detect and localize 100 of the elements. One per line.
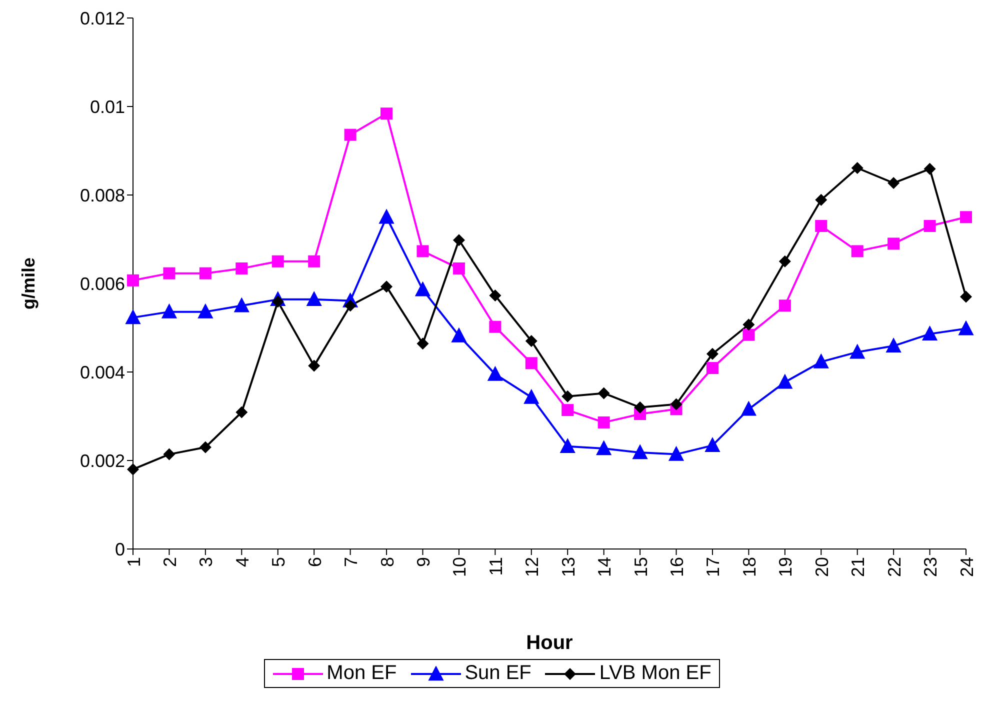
point [706, 348, 718, 360]
point [562, 390, 574, 402]
y-tick-label: 0.008 [80, 185, 125, 206]
x-tick-label: 22 [884, 557, 904, 578]
x-tick-label: 14 [594, 557, 615, 578]
point [668, 446, 684, 461]
point [163, 267, 176, 280]
point [525, 357, 538, 370]
point [414, 281, 431, 296]
point [236, 262, 248, 274]
point [236, 406, 248, 418]
point [416, 245, 429, 258]
x-tick-label: 23 [920, 557, 941, 578]
point [704, 437, 720, 452]
point [634, 401, 646, 414]
point [742, 328, 755, 341]
x-tick-label: 21 [848, 557, 868, 578]
point [886, 337, 902, 352]
point [125, 309, 141, 324]
point [272, 255, 284, 268]
point [308, 255, 320, 268]
y-axis-title: g/mile [18, 257, 38, 310]
point [452, 234, 465, 246]
legend-label: Mon EF [326, 662, 397, 685]
point [487, 366, 503, 381]
x-tick-label: 18 [739, 557, 760, 578]
point [777, 374, 793, 389]
x-tick-label: 20 [812, 557, 832, 578]
point [452, 262, 465, 274]
x-tick-label: 1 [124, 557, 144, 568]
point [670, 398, 682, 410]
point [960, 211, 972, 224]
point [198, 303, 214, 318]
x-tick-label: 2 [160, 557, 180, 568]
x-tick-label: 16 [667, 557, 688, 578]
x-tick-label: 3 [196, 557, 216, 568]
point [199, 441, 212, 454]
y-tick-label: 0.006 [80, 274, 125, 294]
point [960, 290, 972, 303]
x-tick-label: 5 [268, 557, 289, 568]
x-tick-label: 7 [341, 557, 362, 568]
point [562, 404, 574, 416]
point [199, 267, 212, 280]
x-tick-label: 13 [558, 557, 578, 578]
point [922, 326, 938, 341]
point [161, 303, 178, 318]
point [778, 255, 791, 268]
point [888, 238, 900, 250]
x-tick-label: 19 [776, 557, 796, 578]
point [596, 440, 612, 456]
point [127, 274, 139, 286]
x-tick-label: 24 [956, 557, 977, 578]
y-tick-label: 0.012 [80, 8, 125, 28]
point [163, 448, 176, 460]
point [306, 291, 322, 306]
x-tick-label: 17 [703, 557, 724, 578]
point [525, 335, 538, 348]
point [127, 463, 139, 476]
point [380, 280, 393, 293]
x-tick-label: 4 [232, 557, 252, 568]
point [958, 320, 974, 336]
y-tick-label: 0.002 [80, 450, 125, 471]
point [598, 416, 610, 428]
legend-label: LVB Mon EF [599, 662, 712, 685]
x-tick-label: 11 [486, 557, 506, 576]
point [778, 300, 791, 312]
point [815, 194, 828, 206]
point [924, 162, 936, 175]
point [740, 400, 756, 416]
x-tick-label: 15 [630, 557, 651, 578]
y-tick-label: 0 [114, 539, 125, 560]
point [344, 128, 356, 141]
point [308, 360, 320, 372]
point [560, 438, 576, 453]
point [378, 208, 394, 224]
y-tick-label: 0.01 [90, 96, 125, 117]
point [742, 318, 755, 331]
point [489, 289, 502, 302]
point [706, 362, 718, 374]
point [451, 327, 467, 342]
point [598, 387, 610, 400]
point [851, 162, 864, 174]
point [850, 344, 866, 359]
point [234, 297, 250, 312]
point [815, 220, 828, 232]
y-tick-label: 0.004 [80, 362, 125, 382]
legend-label: Sun EF [464, 662, 532, 685]
point [489, 320, 502, 333]
x-tick-label: 12 [522, 557, 542, 578]
point [888, 177, 900, 190]
x-tick-label: 8 [377, 557, 398, 568]
point [416, 338, 429, 350]
point [851, 245, 864, 258]
point [524, 388, 540, 404]
point [813, 353, 829, 368]
point [924, 220, 936, 232]
x-tick-label: 6 [304, 557, 325, 568]
x-tick-label: 10 [450, 557, 470, 578]
point [632, 444, 648, 460]
point [380, 108, 393, 120]
